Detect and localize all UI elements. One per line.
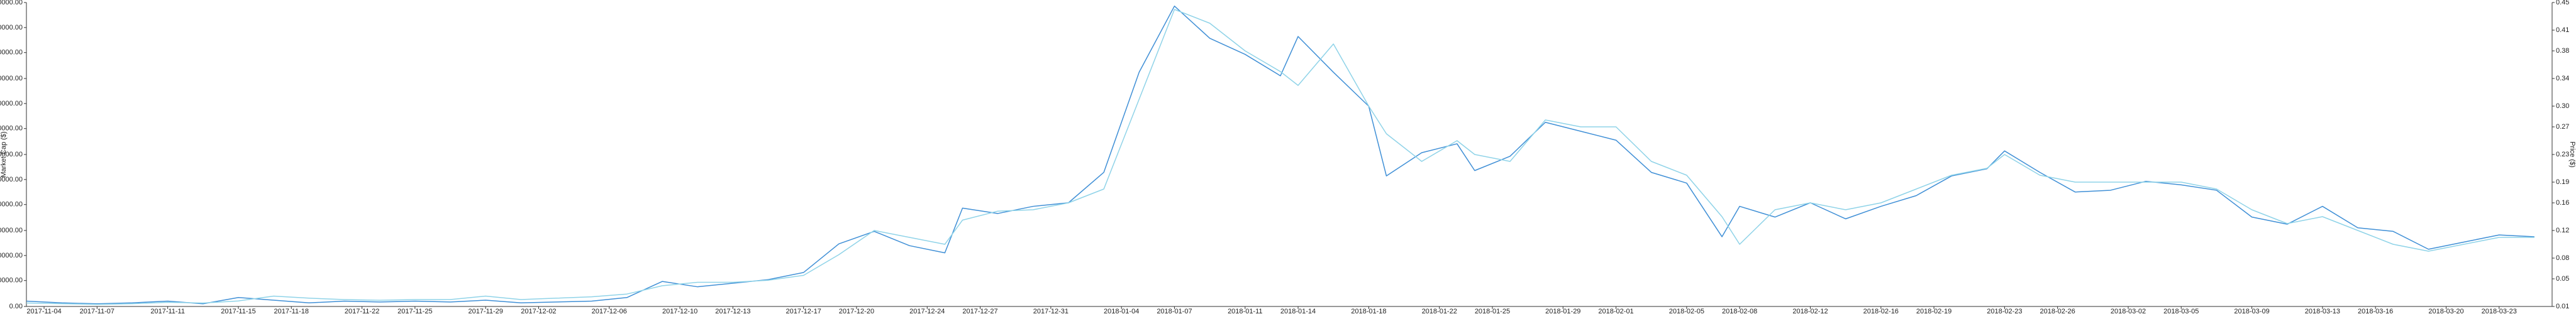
x-tick-label: 2017-11-22 (345, 308, 379, 314)
y-tick-label: 0.00 (9, 303, 23, 310)
x-tick-label: 2017-12-27 (962, 308, 997, 314)
data-line (26, 9, 2534, 305)
y-tick-label: 57000000.00 (0, 252, 23, 259)
x-tick-label: 2018-02-23 (1987, 308, 2022, 314)
x-tick-label: 2018-03-09 (2234, 308, 2269, 314)
y2-tick-label: 0.16 (2556, 199, 2569, 207)
x-tick-label: 2018-02-19 (1916, 308, 1951, 314)
y-tick-label: 85000000.00 (0, 227, 23, 234)
x-tick-label: 2018-03-23 (2482, 308, 2517, 314)
y-tick-label: 29000000.00 (0, 277, 23, 284)
y2-tick-label: 0.05 (2556, 275, 2569, 283)
x-tick-label: 2017-12-10 (662, 308, 697, 314)
y-tick-label: 142000000.00 (0, 176, 23, 183)
x-tick-label: 2018-03-16 (2358, 308, 2393, 314)
x-tick-label: 2017-11-11 (150, 308, 185, 314)
y-tick-label: 312000000.00 (0, 24, 23, 31)
x-tick-label: 2017-12-20 (839, 308, 874, 314)
x-tick-label: 2018-03-20 (2428, 308, 2463, 314)
x-tick-label: 2017-12-24 (909, 308, 945, 314)
x-tick-label: 2018-02-01 (1598, 308, 1633, 314)
x-tick-label: 2018-03-13 (2305, 308, 2340, 314)
x-tick-label: 2017-12-02 (521, 308, 556, 314)
x-tick-label: 2018-02-08 (1722, 308, 1757, 314)
y2-tick-label: 0.01 (2556, 303, 2569, 310)
x-tick-label: 2017-12-17 (786, 308, 821, 314)
y2-tick-label: 0.27 (2556, 123, 2569, 131)
y2-tick-label: 0.12 (2556, 227, 2569, 234)
y-axis-title: Market Cap ($) (0, 131, 8, 177)
x-tick-label: 2018-02-12 (1792, 308, 1828, 314)
x-tick-label: 2017-11-07 (80, 308, 114, 314)
y-tick-label: 340000000.00 (0, 0, 23, 6)
y-tick-label: 170000000.00 (0, 151, 23, 158)
x-tick-label: 2017-11-15 (221, 308, 255, 314)
x-tick-label: 2018-01-14 (1280, 308, 1316, 314)
y-tick-label: 199000000.00 (0, 125, 23, 133)
x-tick-label: 2018-03-05 (2163, 308, 2199, 314)
x-tick-label: 2018-03-02 (2111, 308, 2146, 314)
x-tick-label: 2018-01-29 (1545, 308, 1580, 314)
x-tick-label: 2017-11-25 (397, 308, 432, 314)
y2-tick-label: 0.45 (2556, 0, 2569, 6)
x-tick-label: 2017-11-04 (26, 308, 61, 314)
x-tick-label: 2017-11-29 (468, 308, 502, 314)
y2-tick-label: 0.38 (2556, 47, 2569, 55)
x-tick-label: 2018-01-22 (1422, 308, 1457, 314)
y-tick-label: 114000000.00 (0, 201, 23, 208)
x-tick-label: 2018-01-04 (1104, 308, 1139, 314)
y2-tick-label: 0.19 (2556, 178, 2569, 186)
y2-tick-label: 0.08 (2556, 254, 2569, 262)
x-tick-label: 2018-01-07 (1157, 308, 1192, 314)
y-tick-label: 284000000.00 (0, 49, 23, 57)
y2-tick-label: 0.34 (2556, 75, 2569, 82)
x-tick-label: 2018-02-05 (1669, 308, 1704, 314)
y-tick-label: 255000000.00 (0, 75, 23, 82)
x-tick-label: 2018-02-26 (2040, 308, 2075, 314)
y2-tick-label: 0.30 (2556, 102, 2569, 110)
y2-tick-label: 0.41 (2556, 26, 2569, 34)
x-tick-label: 2018-01-11 (1228, 308, 1262, 314)
x-tick-label: 2017-12-13 (715, 308, 750, 314)
y2-axis-title: Price ($) (2568, 141, 2576, 168)
x-tick-label: 2018-02-16 (1863, 308, 1899, 314)
x-tick-label: 2018-01-25 (1475, 308, 1510, 314)
x-tick-label: 2018-01-18 (1351, 308, 1386, 314)
data-line (26, 5, 2534, 305)
x-tick-label: 2017-12-31 (1033, 308, 1069, 314)
y-tick-label: 227000000.00 (0, 100, 23, 107)
y2-tick-label: 0.23 (2556, 151, 2569, 158)
x-tick-label: 2017-11-18 (274, 308, 309, 314)
x-tick-label: 2017-12-06 (592, 308, 627, 314)
